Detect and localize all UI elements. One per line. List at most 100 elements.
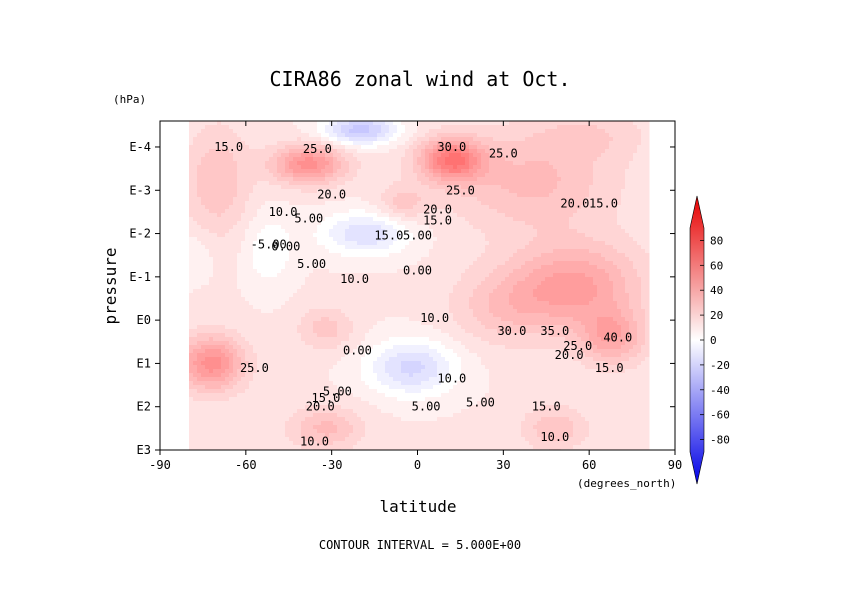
field-cell	[269, 305, 274, 310]
field-cell	[285, 349, 290, 354]
field-cell	[269, 237, 274, 242]
field-cell	[213, 189, 218, 194]
y-units: (hPa)	[113, 93, 146, 106]
field-cell	[201, 125, 206, 130]
field-cell	[197, 201, 202, 206]
field-cell	[337, 353, 342, 358]
field-cell	[301, 413, 306, 418]
field-cell	[305, 437, 310, 442]
field-cell	[285, 433, 290, 438]
field-cell	[285, 389, 290, 394]
field-cell	[201, 121, 206, 126]
field-cell	[265, 369, 270, 374]
field-cell	[217, 393, 222, 398]
field-cell	[421, 433, 426, 438]
field-cell	[401, 237, 406, 242]
field-cell	[385, 349, 390, 354]
field-cell	[209, 209, 214, 214]
field-cell	[301, 197, 306, 202]
field-cell	[217, 129, 222, 134]
field-cell	[417, 149, 422, 154]
field-cell	[341, 293, 346, 298]
field-cell	[289, 321, 294, 326]
field-cell	[189, 397, 194, 402]
field-cell	[233, 265, 238, 270]
field-cell	[329, 365, 334, 370]
field-cell	[269, 169, 274, 174]
field-cell	[193, 385, 198, 390]
field-cell	[293, 445, 298, 450]
field-cell	[253, 317, 258, 322]
field-cell	[257, 229, 262, 234]
field-cell	[357, 441, 362, 446]
field-cell	[293, 165, 298, 170]
field-cell	[265, 365, 270, 370]
field-cell	[281, 257, 286, 262]
field-cell	[313, 197, 318, 202]
field-cell	[217, 241, 222, 246]
field-cell	[193, 429, 198, 434]
field-cell	[197, 297, 202, 302]
field-cell	[225, 125, 230, 130]
field-cell	[189, 125, 194, 130]
field-cell	[385, 193, 390, 198]
field-cell	[409, 233, 414, 238]
field-cell	[229, 125, 234, 130]
field-cell	[281, 265, 286, 270]
field-cell	[345, 425, 350, 430]
field-cell	[225, 437, 230, 442]
field-cell	[249, 221, 254, 226]
field-cell	[345, 433, 350, 438]
field-cell	[381, 433, 386, 438]
field-cell	[265, 393, 270, 398]
field-cell	[405, 381, 410, 386]
field-cell	[233, 377, 238, 382]
field-cell	[345, 293, 350, 298]
field-cell	[205, 289, 210, 294]
field-cell	[393, 357, 398, 362]
field-cell	[329, 197, 334, 202]
field-cell	[409, 297, 414, 302]
field-cell	[233, 125, 238, 130]
field-cell	[269, 197, 274, 202]
field-cell	[301, 433, 306, 438]
field-cell	[361, 321, 366, 326]
field-cell	[405, 193, 410, 198]
field-cell	[381, 349, 386, 354]
field-cell	[273, 401, 278, 406]
field-cell	[205, 201, 210, 206]
field-cell	[405, 197, 410, 202]
field-cell	[397, 337, 402, 342]
field-cell	[309, 357, 314, 362]
field-cell	[421, 209, 426, 214]
field-cell	[413, 349, 418, 354]
field-cell	[409, 425, 414, 430]
field-cell	[425, 189, 430, 194]
field-cell	[301, 417, 306, 422]
field-cell	[361, 289, 366, 294]
field-cell	[329, 309, 334, 314]
field-cell	[377, 185, 382, 190]
field-cell	[333, 205, 338, 210]
field-cell	[197, 329, 202, 334]
field-cell	[277, 257, 282, 262]
field-cell	[257, 373, 262, 378]
field-cell	[309, 297, 314, 302]
field-cell	[341, 205, 346, 210]
field-cell	[297, 353, 302, 358]
field-cell	[369, 133, 374, 138]
field-cell	[213, 273, 218, 278]
field-cell	[401, 397, 406, 402]
field-cell	[237, 373, 242, 378]
field-cell	[421, 441, 426, 446]
field-cell	[209, 293, 214, 298]
field-cell	[429, 129, 434, 134]
field-cell	[309, 433, 314, 438]
field-cell	[197, 281, 202, 286]
field-cell	[313, 277, 318, 282]
field-cell	[265, 417, 270, 422]
field-cell	[413, 121, 418, 126]
field-cell	[313, 181, 318, 186]
field-cell	[205, 269, 210, 274]
field-cell	[257, 221, 262, 226]
